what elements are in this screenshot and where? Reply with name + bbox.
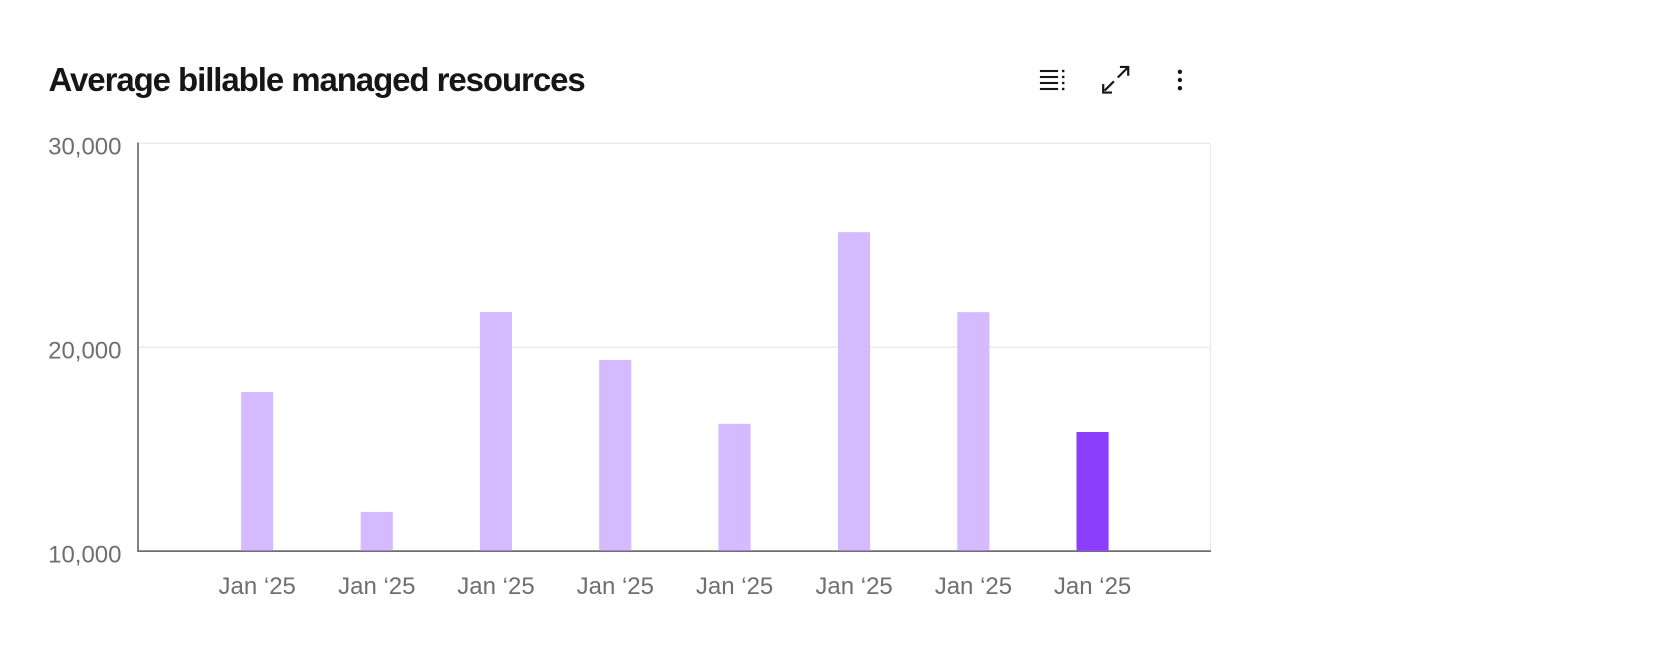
svg-text:30,000: 30,000: [48, 133, 121, 160]
svg-text:10,000: 10,000: [48, 541, 121, 568]
svg-text:Jan ‘25: Jan ‘25: [577, 573, 654, 600]
svg-text:Jan ‘25: Jan ‘25: [219, 573, 296, 600]
svg-text:Jan ‘25: Jan ‘25: [696, 573, 773, 600]
svg-text:Jan ‘25: Jan ‘25: [935, 573, 1012, 600]
svg-text:20,000: 20,000: [48, 337, 121, 364]
svg-text:Jan ‘25: Jan ‘25: [457, 573, 534, 600]
svg-text:Jan ‘25: Jan ‘25: [815, 573, 892, 600]
svg-text:Jan ‘25: Jan ‘25: [338, 573, 415, 600]
svg-text:Average billable managed resou: Average billable managed resources: [49, 61, 585, 98]
svg-text:Jan ‘25: Jan ‘25: [1054, 573, 1131, 600]
